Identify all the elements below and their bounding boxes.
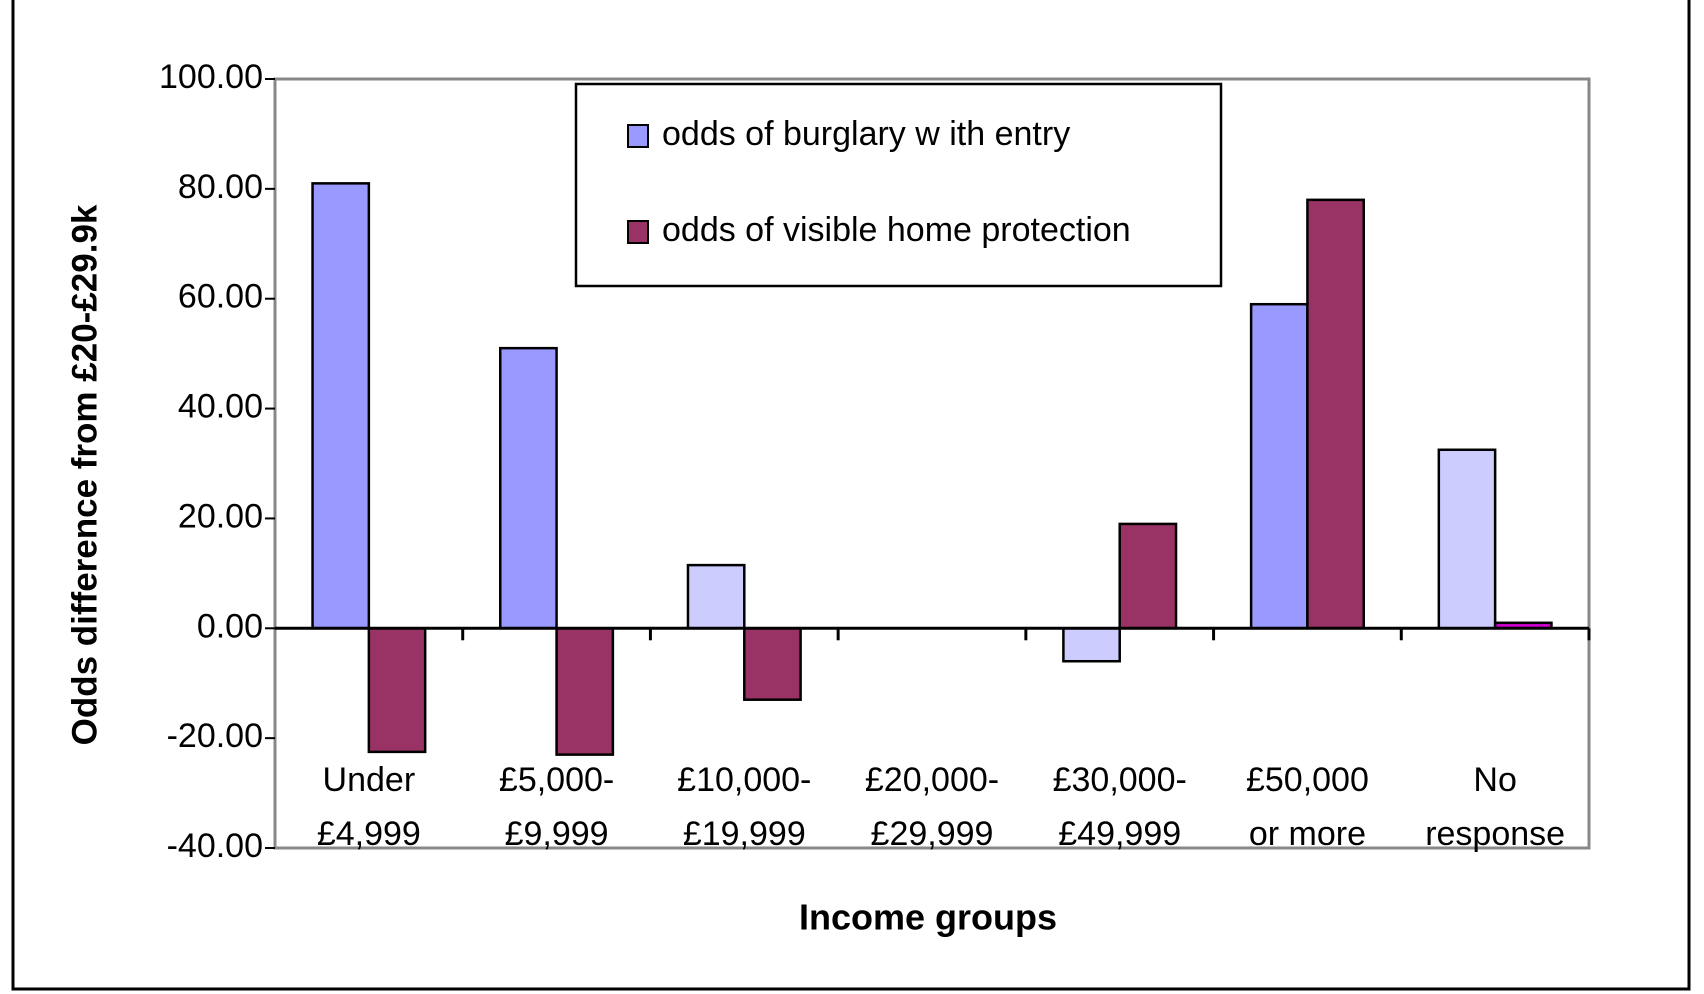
bar [311,182,371,630]
x-tick-label: £30,000-£49,999 [1053,761,1187,853]
legend-swatch [627,220,649,244]
y-tick-label: -40.00 [167,827,263,865]
legend-swatch [627,124,649,148]
bar [1437,448,1497,630]
legend-box [574,82,1223,288]
y-tick-label: 20.00 [178,497,263,535]
legend-label: odds of burglary w ith entry [662,115,1070,153]
bar [743,627,802,701]
y-tick-label: 0.00 [197,607,263,645]
x-tick-label: £5,000-£9,999 [499,761,614,853]
bar [555,627,615,756]
bar [1118,522,1178,630]
legend-label: odds of visible home protection [662,211,1131,249]
legend: odds of burglary w ith entry odds of visi… [574,82,1223,288]
x-tick-label: Under £4,999 [317,761,421,853]
plot-area [273,77,1591,850]
x-axis-label: Income groups [799,897,1057,938]
bar [499,346,558,630]
y-tick-label: 40.00 [178,388,263,426]
x-tick-label: No response [1425,761,1565,853]
x-tick-label: £20,000-£29,999 [865,761,999,853]
x-tick-label: £50,000 or more [1246,761,1369,853]
y-tick-label: 60.00 [178,278,263,316]
bar [1306,198,1365,630]
bar [1249,302,1309,630]
bar [367,627,427,754]
y-tick-label: 80.00 [178,168,263,206]
y-tick-label: 100.00 [159,58,263,96]
y-tick-label: -20.00 [167,717,263,755]
bar [686,563,746,630]
bar [1062,627,1121,663]
x-tick-label: £10,000-£19,999 [677,761,811,853]
y-axis-label: Odds difference from £20-£29.9k [65,204,104,745]
